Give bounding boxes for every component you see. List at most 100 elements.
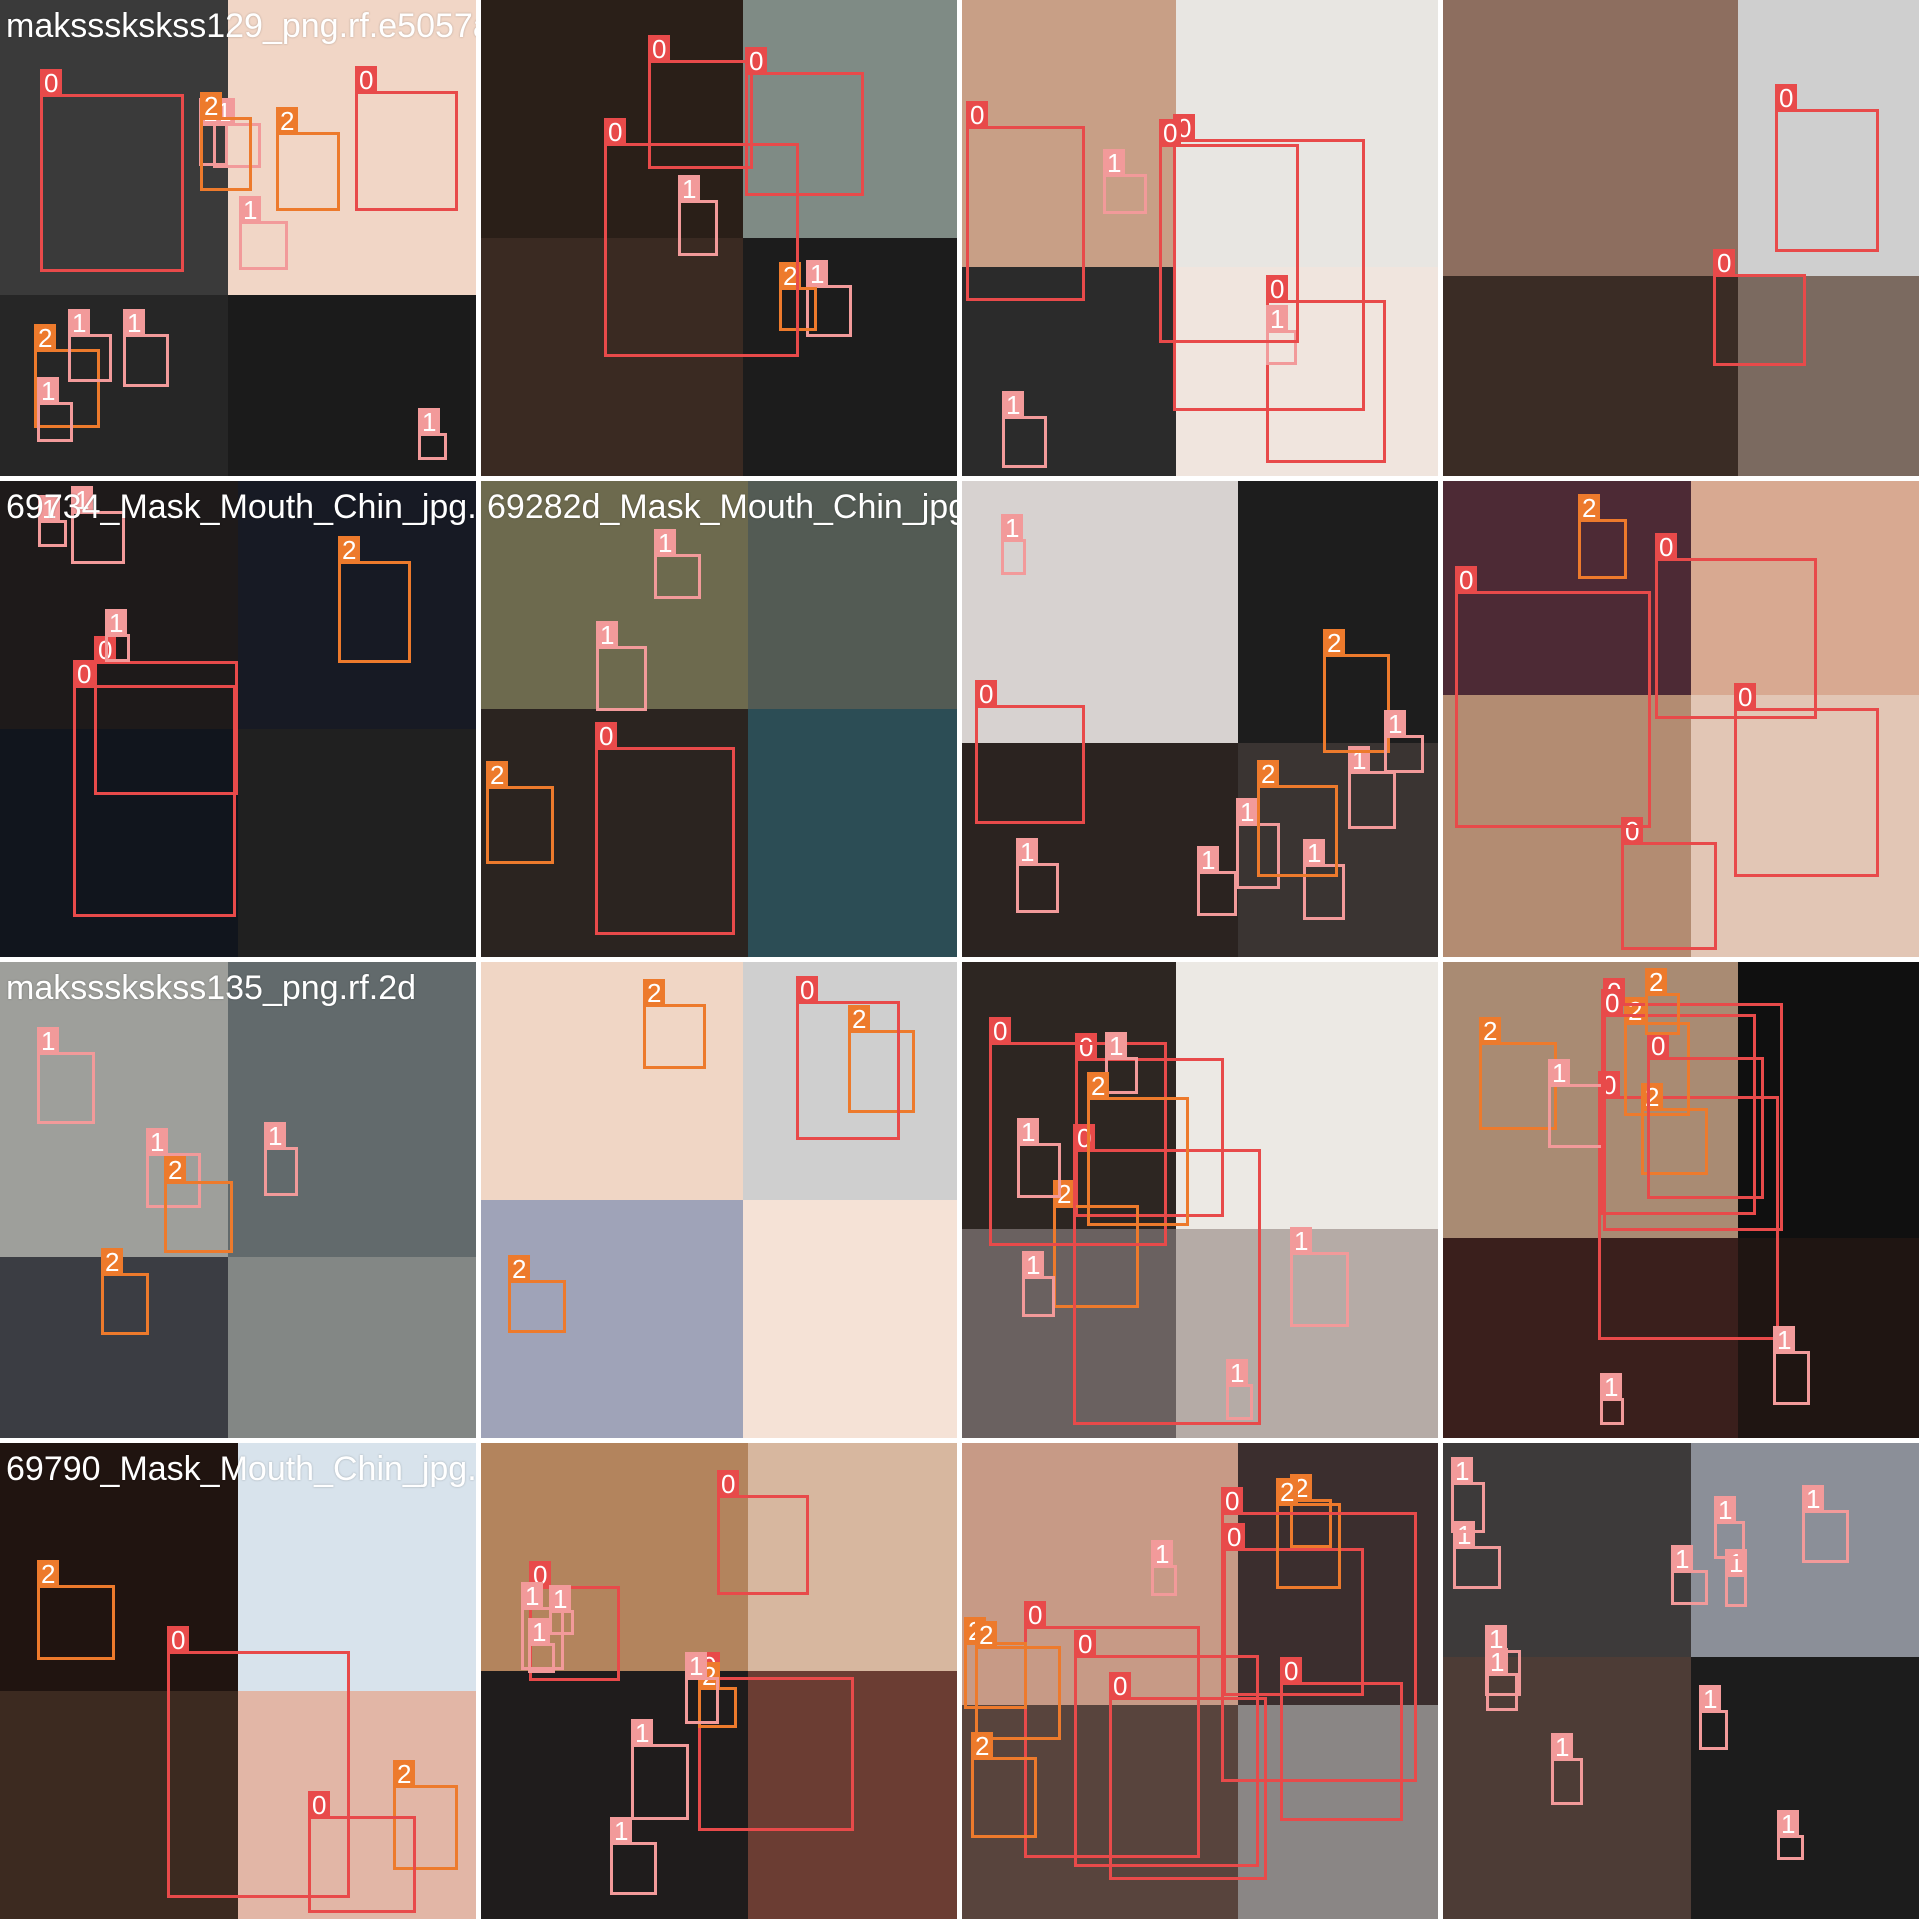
detection-box: 0 (1713, 249, 1806, 366)
class-label: 1 (37, 1027, 60, 1055)
mosaic-tile: 1 0 2 0 1 0 (481, 0, 957, 476)
detection-box: 2 (848, 1005, 915, 1113)
detection-box: 1 (1303, 839, 1345, 920)
detection-box: 0 (1074, 1630, 1259, 1867)
image-patch (0, 0, 228, 295)
image-patch (481, 1443, 748, 1671)
image-patch (1443, 1443, 1691, 1657)
class-label: 1 (1236, 798, 1259, 826)
class-label: 2 (1087, 1072, 1110, 1100)
detection-box: 2 (276, 107, 340, 211)
class-label: 2 (975, 1621, 998, 1649)
class-label: 0 (1280, 1657, 1303, 1685)
image-patch (1691, 481, 1919, 695)
mosaic-tile: 0 0 0 2 0 (1443, 481, 1919, 957)
detection-box: 0 (1024, 1601, 1200, 1858)
image-patch (481, 481, 748, 709)
detection-box: 2 (1645, 968, 1680, 1035)
class-label: 1 (1551, 1733, 1574, 1761)
class-label: 1 (1002, 391, 1025, 419)
class-label: 1 (1290, 1227, 1313, 1255)
class-label: 1 (1451, 1457, 1474, 1485)
detection-box: 1 (1451, 1457, 1485, 1533)
detection-box: 1 (239, 196, 288, 270)
detection-box: 2 (101, 1248, 149, 1335)
class-label: 1 (1453, 1521, 1476, 1549)
detection-box: 1 (1002, 391, 1047, 468)
detection-box: 2 (37, 1560, 115, 1660)
image-patch (743, 0, 957, 238)
image-patch (481, 238, 743, 476)
detection-box: 0 (1280, 1657, 1403, 1821)
detection-box: 0 (308, 1791, 416, 1913)
detection-box: 0 (167, 1626, 350, 1898)
class-label: 1 (610, 1817, 633, 1845)
class-label: 1 (1348, 746, 1371, 774)
class-label: 1 (806, 260, 829, 288)
class-label: 2 (200, 92, 223, 120)
detection-box: 1 (1699, 1685, 1728, 1750)
image-patch (1443, 1657, 1691, 1919)
image-patch (962, 743, 1238, 957)
class-label: 1 (1600, 1373, 1623, 1401)
image-patch (962, 0, 1176, 267)
class-label: 1 (146, 1128, 169, 1156)
detection-box: 0 (1655, 533, 1817, 719)
image-patch (1443, 276, 1738, 476)
detection-box: 2 (1087, 1072, 1189, 1226)
image-patch (481, 1200, 743, 1438)
detection-box: 1 (1548, 1059, 1606, 1148)
class-label: 0 (1647, 1032, 1670, 1060)
class-label: 0 (1455, 566, 1478, 594)
class-label: 1 (1777, 1810, 1800, 1838)
detection-box: 2 (338, 536, 411, 663)
mosaic-tile: 2 2 2 0 (481, 962, 957, 1438)
image-patch (962, 1229, 1176, 1438)
detection-box: 1 (37, 1027, 95, 1124)
detection-box: 2 (1479, 1017, 1557, 1130)
detection-box: 0 (1159, 119, 1299, 343)
detection-box: 0 (595, 722, 735, 935)
detection-box: 1 (418, 408, 447, 460)
class-label: 0 (595, 722, 618, 750)
class-label: 0 (717, 1470, 740, 1498)
detection-box: 1 (685, 1652, 719, 1724)
class-label: 0 (1075, 1033, 1098, 1061)
class-label: 0 (40, 69, 63, 97)
class-label: 1 (1016, 838, 1039, 866)
image-patch (0, 1691, 238, 1919)
class-label: 0 (1713, 249, 1736, 277)
class-label: 1 (678, 175, 701, 203)
class-label: 2 (37, 1560, 60, 1588)
image-patch (481, 962, 743, 1200)
detection-box: 1 (1773, 1326, 1810, 1405)
image-patch (228, 0, 476, 295)
detection-box: 2 (1578, 494, 1627, 579)
class-label: 1 (68, 309, 91, 337)
detection-box: 1 (1671, 1545, 1708, 1605)
class-label: 0 (1159, 119, 1182, 147)
image-patch (1738, 962, 1919, 1238)
detection-box: 2 (200, 92, 252, 191)
class-label: 1 (1486, 1648, 1509, 1676)
detection-box: 1 (146, 1128, 201, 1208)
image-patch (228, 1257, 476, 1438)
class-label: 0 (1074, 1630, 1097, 1658)
class-label: 0 (989, 1017, 1012, 1045)
image-patch (1238, 481, 1438, 743)
class-label: 1 (1226, 1359, 1249, 1387)
image-patch (1443, 0, 1738, 276)
class-label: 2 (848, 1005, 871, 1033)
mosaic-tile: 02121102002 (1443, 962, 1919, 1438)
detection-box: 0 (1223, 1523, 1364, 1696)
detection-box: 1 (1600, 1373, 1624, 1425)
class-label: 1 (1773, 1326, 1796, 1354)
class-label: 2 (164, 1156, 187, 1184)
class-label: 2 (393, 1760, 416, 1788)
detection-box: 1 (596, 621, 647, 711)
detection-box: 1 (1486, 1648, 1518, 1711)
class-label: 0 (796, 976, 819, 1004)
